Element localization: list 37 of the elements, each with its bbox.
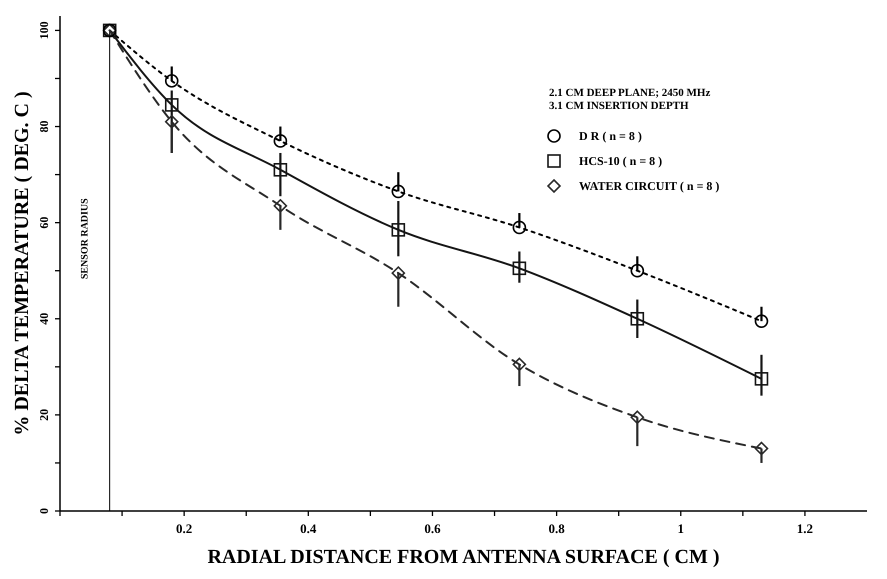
point (512, 358, 526, 372)
y-tick-label: 80 (37, 120, 51, 133)
legend-title: 2.1 CM DEEP PLANE; 2450 MHz 3.1 CM INSERTION DEPTH (549, 87, 710, 112)
x-axis-title: RADIAL DISTANCE FROM ANTENNA SURFACE ( CM ) (207, 546, 720, 568)
point (392, 223, 406, 237)
point (274, 162, 288, 177)
point (392, 266, 406, 280)
legend-label: HCS-10 ( n = 8 ) (579, 154, 662, 168)
legend-label: D R ( n = 8 ) (579, 129, 642, 143)
point (754, 314, 768, 328)
point (274, 134, 288, 148)
x-tick-label: 1.2 (796, 521, 814, 536)
point (164, 114, 179, 129)
point (164, 98, 179, 112)
point (392, 184, 406, 198)
point (274, 199, 288, 213)
y-tick-label: 100 (37, 21, 51, 40)
point (754, 372, 768, 386)
y-tick-label: 40 (37, 312, 51, 325)
y-axis-title: % DELTA TEMPERATURE ( DEG. C ) (11, 91, 33, 436)
x-tick-label: 0.6 (424, 521, 442, 536)
point (164, 74, 179, 88)
x-tick-label: 0.4 (300, 521, 317, 536)
point (512, 262, 526, 276)
point (512, 220, 526, 234)
x-tick-label: 1 (678, 521, 684, 536)
ref-line-label: SENSOR RADIUS (80, 198, 91, 280)
x-tick-label: 0.2 (176, 521, 192, 536)
point (754, 442, 768, 456)
y-tick-label: 60 (37, 216, 51, 229)
point (630, 312, 644, 326)
legend-label: WATER CIRCUIT ( n = 8 ) (579, 179, 720, 193)
x-tick-label: 0.8 (548, 521, 566, 536)
point (630, 410, 644, 424)
y-tick-label: 0 (37, 508, 51, 514)
point (630, 264, 644, 278)
y-tick-label: 20 (37, 408, 51, 421)
